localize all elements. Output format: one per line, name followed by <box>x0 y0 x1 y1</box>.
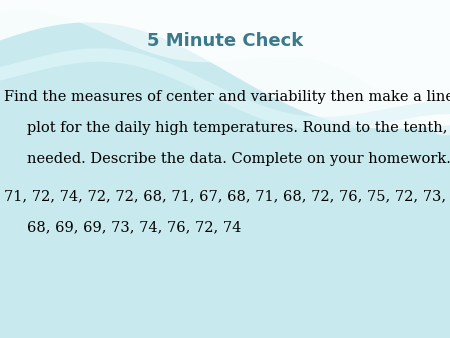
Text: Find the measures of center and variability then make a line: Find the measures of center and variabil… <box>4 90 450 103</box>
Text: 68, 69, 69, 73, 74, 76, 72, 74: 68, 69, 69, 73, 74, 76, 72, 74 <box>27 220 241 234</box>
Text: needed. Describe the data. Complete on your homework.: needed. Describe the data. Complete on y… <box>27 152 450 166</box>
Text: plot for the daily high temperatures. Round to the tenth, if: plot for the daily high temperatures. Ro… <box>27 121 450 135</box>
Text: 71, 72, 74, 72, 72, 68, 71, 67, 68, 71, 68, 72, 76, 75, 72, 73,: 71, 72, 74, 72, 72, 68, 71, 67, 68, 71, … <box>4 189 446 203</box>
Text: 5 Minute Check: 5 Minute Check <box>147 31 303 50</box>
Polygon shape <box>0 48 450 130</box>
Polygon shape <box>0 0 450 135</box>
Polygon shape <box>0 0 450 129</box>
